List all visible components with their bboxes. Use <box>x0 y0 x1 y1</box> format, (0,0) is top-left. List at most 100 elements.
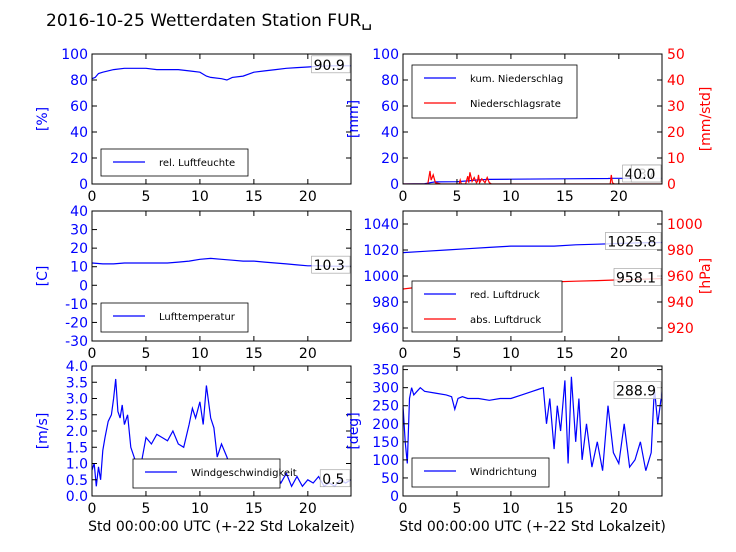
x-tick-label: 15 <box>556 189 574 205</box>
legend-label: red. Luftdruck <box>470 290 540 301</box>
y-tick-label: 2.5 <box>66 408 88 424</box>
y-tick-label: 200 <box>372 417 399 433</box>
legend-box <box>411 280 563 333</box>
y-tick-label: 350 <box>372 363 399 379</box>
value-box <box>605 232 662 250</box>
y-tick-label: 3.5 <box>66 375 88 391</box>
y-tick-label: 1.0 <box>66 457 88 473</box>
legend-box <box>411 457 550 488</box>
series-precipitation-1 <box>403 170 662 184</box>
y2-tick-label: 20 <box>667 125 685 141</box>
y-tick-label: 50 <box>381 471 399 487</box>
x-tick-label: 20 <box>610 189 628 205</box>
axes-frame <box>91 53 352 185</box>
panel-precipitation: 0 5 10 15 20 0 20 40 60 80 100 0 10 20 30 40 50 [mm] [mm/s… <box>346 47 714 205</box>
y-tick-label: 40 <box>70 125 88 141</box>
value-box-secondary <box>630 164 662 183</box>
y-tick-label: 100 <box>372 47 399 63</box>
y2-tick-label: 50 <box>667 47 685 63</box>
y-tick-label: 0 <box>390 489 399 505</box>
y2-tick-label: 10 <box>667 151 685 167</box>
y-tick-label: 100 <box>61 47 88 63</box>
legend: kum. Niederschlag Niederschlagsrate <box>411 64 578 119</box>
value-box <box>319 469 351 488</box>
y-tick-label: 150 <box>372 435 399 451</box>
y-axis-label: [C] <box>35 266 51 287</box>
y-tick-label: 20 <box>70 241 88 257</box>
y2-tick-label: 940 <box>667 295 694 311</box>
x-tick-label: 10 <box>502 501 520 517</box>
y-tick-label: 980 <box>372 295 399 311</box>
legend: red. Luftdruck abs. Luftdruck <box>411 280 563 333</box>
x-tick-label: 0 <box>399 346 408 362</box>
y-tick-label: -20 <box>65 315 88 331</box>
x-tick-label: 10 <box>191 346 209 362</box>
y-tick-label: 40 <box>381 125 399 141</box>
axes-frame <box>91 210 352 342</box>
x-tick-label: 15 <box>245 189 263 205</box>
axes-frame <box>402 365 663 497</box>
legend: Windrichtung <box>411 457 550 488</box>
y-tick-label: 1.5 <box>66 440 88 456</box>
y-tick-label: 30 <box>70 223 88 239</box>
y2-tick-label: 0 <box>667 177 676 193</box>
y-tick-label: 10 <box>70 260 88 276</box>
x-tick-label: 10 <box>502 346 520 362</box>
x-axis-label: Std 00:00:00 UTC (+-22 Std Lokalzeit) <box>88 519 355 535</box>
y-tick-label: 1000 <box>363 269 399 285</box>
y-tick-label: 20 <box>381 151 399 167</box>
legend-label: Lufttemperatur <box>159 312 236 323</box>
legend-label: rel. Luftfeuchte <box>159 158 235 169</box>
y-tick-label: 0.5 <box>66 473 88 489</box>
value-label: 1025.8 <box>607 234 656 250</box>
x-tick-label: 20 <box>610 501 628 517</box>
x-tick-label: 5 <box>452 189 461 205</box>
legend-label: Niederschlagsrate <box>470 99 561 110</box>
x-tick-label: 0 <box>88 189 97 205</box>
y-axis-label: [mm] <box>346 100 362 138</box>
y-tick-label: 2.0 <box>66 424 88 440</box>
y-axis-label: [m/s] <box>35 413 51 450</box>
y-tick-label: 40 <box>70 204 88 220</box>
y2-axis-label: [mm/std] <box>698 87 714 152</box>
y-tick-label: -10 <box>65 297 88 313</box>
y-axis-label: [deg] <box>346 412 362 449</box>
series-temperature-0 <box>92 257 351 267</box>
x-tick-label: 0 <box>88 501 97 517</box>
x-tick-label: 15 <box>556 346 574 362</box>
value-label: 90.9 <box>314 58 345 74</box>
axes-frame <box>402 53 663 185</box>
value-label: 288.9 <box>616 384 656 400</box>
series-wind-speed-0 <box>92 378 351 488</box>
legend: Lufttemperatur <box>100 302 249 333</box>
y2-tick-label: 960 <box>667 269 694 285</box>
figure-title: 2016-10-25 Wetterdaten Station FUR␣ <box>46 11 372 31</box>
y-tick-label: 0 <box>390 177 399 193</box>
y-tick-label: -30 <box>65 334 88 350</box>
legend-box <box>100 148 249 177</box>
series-humidity-0 <box>92 65 351 81</box>
legend-label: abs. Luftdruck <box>470 315 541 326</box>
y-tick-label: 60 <box>381 99 399 115</box>
y2-axis-label: [hPa] <box>698 258 714 294</box>
value-label-secondary: 958.1 <box>616 270 656 286</box>
legend-label: Windgeschwindigkeit <box>191 468 297 479</box>
x-tick-label: 15 <box>245 501 263 517</box>
y-tick-label: 250 <box>372 399 399 415</box>
y-tick-label: 0 <box>79 177 88 193</box>
x-tick-label: 5 <box>141 501 150 517</box>
x-tick-label: 0 <box>399 501 408 517</box>
panel-humidity: 0 5 10 15 20 0 20 40 60 80 100 [%] 90.9 rel. Luftfeuc… <box>35 47 352 205</box>
y2-tick-label: 980 <box>667 243 694 259</box>
value-label-secondary: 0.0 <box>633 167 655 183</box>
panel-wind-speed: 0 5 10 15 200.00.51.01.52.02.53.03.54.0[m/s]… <box>35 359 355 535</box>
y2-tick-label: 30 <box>667 99 685 115</box>
x-tick-label: 5 <box>452 501 461 517</box>
value-box <box>311 55 351 74</box>
y-tick-label: 80 <box>70 73 88 89</box>
y-tick-label: 4.0 <box>66 359 88 375</box>
y2-tick-label: 1000 <box>667 217 703 233</box>
panel-pressure: 0 5 10 15 20 960 980 1000 1020 1040 920 940 960 980 10… <box>363 210 714 362</box>
